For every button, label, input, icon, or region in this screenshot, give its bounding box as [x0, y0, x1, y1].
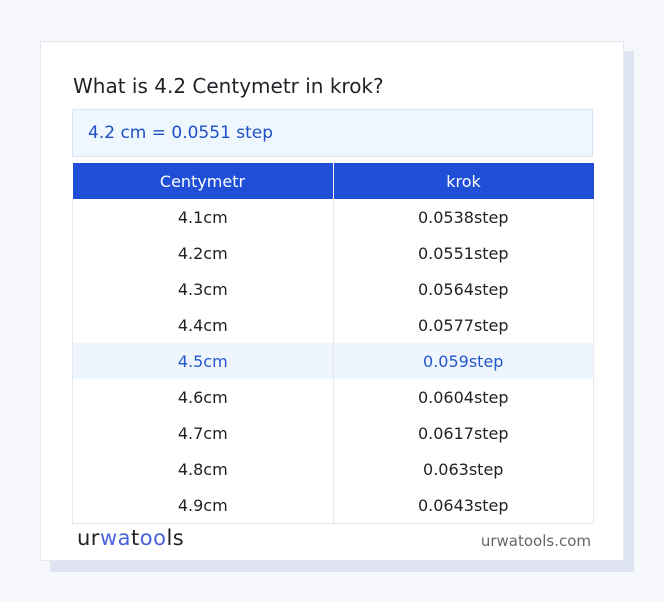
- krok-cell: 0.059step: [332, 343, 594, 379]
- column-header-centymetr: Centymetr: [72, 163, 333, 199]
- urwatools-logo[interactable]: urwatools: [77, 526, 185, 550]
- table-row: 4.5cm 0.059step: [72, 343, 594, 379]
- table-row: 4.7cm 0.0617step: [72, 415, 594, 451]
- conversion-card: What is 4.2 Centymetr in krok? 4.2 cm = …: [40, 41, 624, 561]
- centymetr-cell: 4.1cm: [72, 199, 334, 235]
- krok-cell: 0.063step: [332, 451, 594, 487]
- centymetr-cell: 4.5cm: [72, 343, 334, 379]
- page-title: What is 4.2 Centymetr in krok?: [73, 74, 384, 98]
- centymetr-cell: 4.8cm: [72, 451, 334, 487]
- table-row: 4.4cm 0.0577step: [72, 307, 594, 343]
- site-link[interactable]: urwatools.com: [480, 532, 591, 550]
- centymetr-cell: 4.9cm: [72, 487, 334, 524]
- table-row: 4.2cm 0.0551step: [72, 235, 594, 271]
- centymetr-cell: 4.4cm: [72, 307, 334, 343]
- krok-cell: 0.0577step: [332, 307, 594, 343]
- krok-cell: 0.0564step: [332, 271, 594, 307]
- table-row: 4.6cm 0.0604step: [72, 379, 594, 415]
- krok-cell: 0.0551step: [332, 235, 594, 271]
- centymetr-cell: 4.3cm: [72, 271, 334, 307]
- krok-cell: 0.0604step: [332, 379, 594, 415]
- table-row: 4.9cm 0.0643step: [72, 487, 594, 524]
- table-row: 4.1cm 0.0538step: [72, 199, 594, 235]
- krok-cell: 0.0538step: [332, 199, 594, 235]
- krok-cell: 0.0617step: [332, 415, 594, 451]
- conversion-table: Centymetr krok 4.1cm 0.0538step 4.2cm 0.055…: [72, 163, 594, 524]
- column-header-krok: krok: [332, 163, 594, 199]
- conversion-result: 4.2 cm = 0.0551 step: [72, 109, 593, 157]
- centymetr-cell: 4.2cm: [72, 235, 334, 271]
- centymetr-cell: 4.7cm: [72, 415, 334, 451]
- table-row: 4.3cm 0.0564step: [72, 271, 594, 307]
- krok-cell: 0.0643step: [332, 487, 594, 524]
- centymetr-cell: 4.6cm: [72, 379, 334, 415]
- table-row: 4.8cm 0.063step: [72, 451, 594, 487]
